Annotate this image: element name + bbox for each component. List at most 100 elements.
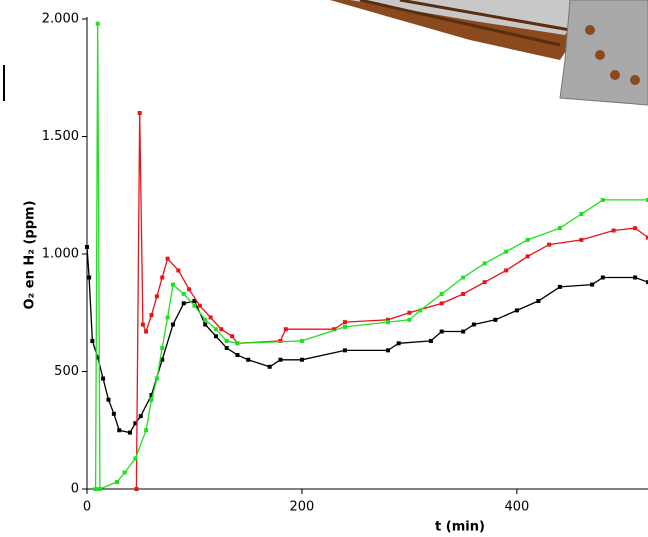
data-point: [133, 456, 137, 460]
y-tick-label: 1.000: [42, 247, 79, 262]
data-point: [493, 318, 497, 322]
data-point: [343, 348, 347, 352]
data-point: [160, 346, 164, 350]
data-point: [203, 318, 207, 322]
data-point: [461, 330, 465, 334]
data-point: [601, 198, 605, 202]
x-axis-label: t (min): [435, 520, 485, 535]
data-point: [166, 315, 170, 319]
data-point: [429, 339, 433, 343]
y-tick-label: 0: [71, 482, 79, 497]
data-point: [386, 348, 390, 352]
data-point: [461, 276, 465, 280]
data-point: [90, 339, 94, 343]
data-point: [536, 299, 540, 303]
data-point: [160, 276, 164, 280]
data-point: [418, 308, 422, 312]
data-point: [268, 365, 272, 369]
data-point: [209, 315, 213, 319]
data-line: [136, 113, 648, 489]
data-point: [219, 327, 223, 331]
data-point: [112, 412, 116, 416]
data-point: [141, 323, 145, 327]
data-point: [85, 245, 89, 249]
data-point: [149, 398, 153, 402]
data-point: [407, 311, 411, 315]
data-point: [300, 339, 304, 343]
data-point: [94, 487, 98, 491]
data-point: [440, 301, 444, 305]
data-point: [526, 238, 530, 242]
data-point: [182, 301, 186, 305]
chart: O₂ en H₂ (ppm) t (min) 0 500 1.000 1.500 2.0…: [0, 0, 648, 537]
data-point: [472, 323, 476, 327]
data-point: [166, 257, 170, 261]
data-point: [176, 268, 180, 272]
data-point: [440, 292, 444, 296]
data-point: [483, 261, 487, 265]
data-point: [235, 341, 239, 345]
data-point: [139, 414, 143, 418]
data-point: [203, 323, 207, 327]
y-tick-label: 500: [54, 364, 79, 379]
data-point: [138, 111, 142, 115]
data-point: [386, 320, 390, 324]
data-point: [106, 398, 110, 402]
data-point: [144, 330, 148, 334]
data-point: [225, 339, 229, 343]
data-point: [612, 229, 616, 233]
data-point: [558, 226, 562, 230]
data-point: [558, 285, 562, 289]
data-point: [440, 330, 444, 334]
data-point: [123, 471, 127, 475]
data-point: [515, 308, 519, 312]
y-tick-label: 1.500: [42, 129, 79, 144]
data-point: [214, 334, 218, 338]
equipment-photo: [330, 0, 648, 105]
x-tick-label: 0: [83, 500, 91, 515]
data-point: [198, 304, 202, 308]
data-point: [278, 358, 282, 362]
data-point: [87, 276, 91, 280]
data-point: [246, 358, 250, 362]
data-point: [117, 428, 121, 432]
data-point: [134, 487, 138, 491]
data-point: [284, 327, 288, 331]
data-point: [601, 276, 605, 280]
data-point: [300, 358, 304, 362]
data-point: [187, 287, 191, 291]
data-point: [343, 320, 347, 324]
data-point: [101, 377, 105, 381]
data-point: [115, 480, 119, 484]
y-tick-label: 2.000: [42, 12, 79, 27]
data-point: [98, 487, 102, 491]
y-axis-label: O₂ en H₂ (ppm): [23, 200, 38, 309]
data-point: [590, 283, 594, 287]
data-point: [235, 353, 239, 357]
data-point: [547, 243, 551, 247]
x-tick-label: 400: [504, 500, 529, 515]
data-point: [155, 294, 159, 298]
data-point: [149, 313, 153, 317]
data-point: [526, 254, 530, 258]
data-point: [633, 276, 637, 280]
data-point: [225, 346, 229, 350]
data-point: [633, 226, 637, 230]
x-tick-label: 200: [290, 500, 315, 515]
data-point: [182, 292, 186, 296]
data-point: [214, 327, 218, 331]
data-point: [483, 280, 487, 284]
data-point: [192, 304, 196, 308]
data-point: [171, 323, 175, 327]
data-point: [504, 268, 508, 272]
data-point: [579, 212, 583, 216]
data-point: [579, 238, 583, 242]
data-point: [96, 22, 100, 26]
data-point: [128, 431, 132, 435]
data-point: [407, 318, 411, 322]
data-point: [461, 292, 465, 296]
data-point: [144, 428, 148, 432]
data-point: [397, 341, 401, 345]
data-point: [230, 334, 234, 338]
data-point: [504, 250, 508, 254]
